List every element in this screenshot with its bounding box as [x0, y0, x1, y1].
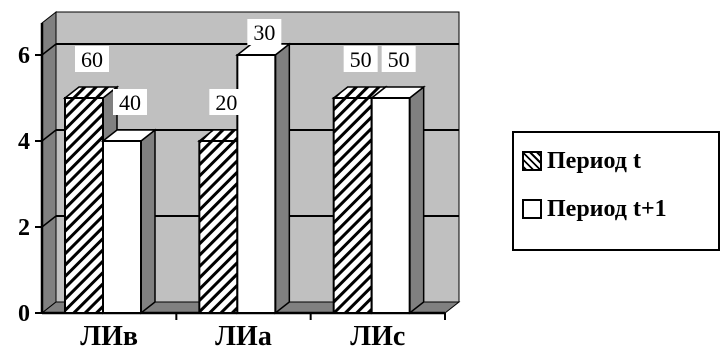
data-label-bg: [209, 89, 244, 115]
x-tick-label: ЛИс: [350, 321, 405, 352]
legend-item-period-t1: Период t+1: [522, 191, 667, 227]
side-wall: [41, 10, 57, 315]
data-label-bg: [113, 89, 147, 115]
data-label-bg: [75, 46, 109, 72]
x-tick-label: ЛИа: [215, 321, 272, 352]
data-label: 20: [215, 90, 237, 115]
bar: [236, 54, 277, 314]
legend-label: Период t+1: [547, 195, 667, 222]
legend-swatch-plain: [522, 199, 542, 219]
data-label-bg: [381, 46, 416, 72]
bar: [370, 97, 411, 314]
data-label: 50: [388, 47, 410, 72]
gridline-side: [41, 43, 57, 56]
data-label: 60: [81, 47, 103, 72]
bar: [332, 97, 373, 314]
legend-swatch-hatched: [522, 151, 542, 171]
y-tick-label: 0: [18, 301, 30, 327]
data-label: 40: [119, 90, 141, 115]
data-label-bg: [247, 19, 282, 45]
y-tick-label: 2: [18, 215, 30, 241]
bar: [198, 140, 239, 314]
chart-legend: Период t Период t+1: [512, 131, 720, 251]
bar-side: [274, 42, 291, 315]
y-tick-label: 6: [18, 43, 30, 69]
data-label: 30: [253, 20, 275, 45]
gridline-side: [41, 215, 57, 228]
bar-side: [408, 85, 425, 315]
y-tick-label: 4: [18, 129, 30, 155]
legend-label: Период t: [547, 147, 641, 174]
bar-side: [140, 128, 156, 315]
bar: [102, 140, 142, 314]
x-tick-label: ЛИв: [80, 321, 138, 352]
gridline-side: [41, 129, 57, 142]
data-label: 50: [350, 47, 372, 72]
legend-item-period-t: Период t: [522, 143, 641, 179]
data-label-bg: [343, 46, 378, 72]
bar: [64, 97, 104, 314]
